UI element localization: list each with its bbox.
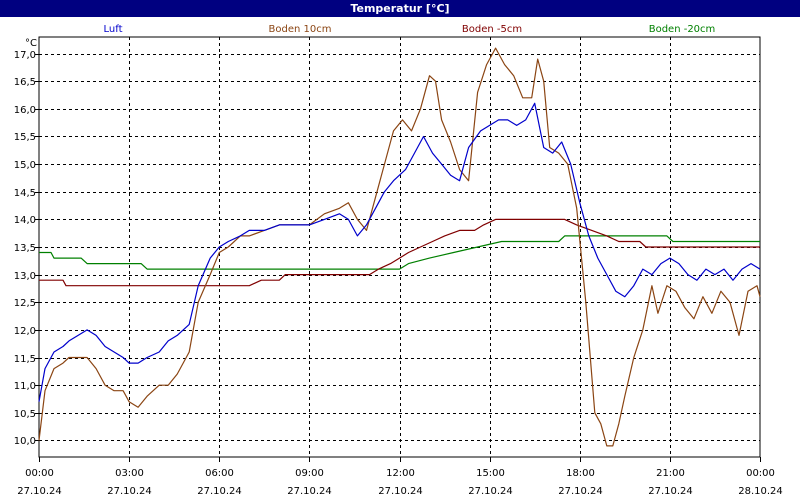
chart-title-bar: Temperatur [°C] [0, 0, 800, 17]
x-tick-time-label: 15:00 [476, 468, 505, 479]
y-tick-label: 10,0 [14, 436, 36, 447]
x-tick-date-label: 27.10.24 [17, 486, 62, 497]
x-tick-time-label: 18:00 [566, 468, 595, 479]
x-tick-date-label: 27.10.24 [197, 486, 242, 497]
series-line-boden-5cm [39, 218, 760, 287]
y-tick-label: 13,5 [14, 243, 36, 254]
x-tick-time-label: 21:00 [656, 468, 685, 479]
x-tick-date-label: 28.10.24 [738, 486, 783, 497]
chart-title: Temperatur [°C] [350, 2, 450, 15]
y-tick-label: 12,0 [14, 326, 36, 337]
y-tick-label: 11,0 [14, 381, 36, 392]
y-tick-label: 12,5 [14, 298, 36, 309]
y-tick-label: 15,0 [14, 160, 36, 171]
x-tick-date-label: 27.10.24 [558, 486, 603, 497]
x-tick-date-label: 27.10.24 [648, 486, 693, 497]
x-tick-date-label: 27.10.24 [468, 486, 513, 497]
series-line-luft [38, 102, 761, 402]
x-tick-time-label: 12:00 [386, 468, 415, 479]
y-tick-label: 16,0 [14, 105, 36, 116]
series-line-boden-10cm [38, 47, 761, 447]
temperature-chart: 10,0 10,5 11,0 11,5 12,0 12,5 13,0 13,5 14,0 14,5… [14, 36, 783, 497]
y-tick-label: 14,0 [14, 215, 36, 226]
y-tick-label: 11,5 [14, 354, 36, 365]
y-tick-label: 14,5 [14, 188, 36, 199]
x-tick-time-label: 00:00 [25, 468, 54, 479]
legend-boden-20cm: Boden -20cm [648, 24, 716, 35]
y-tick-label: 16,5 [14, 77, 36, 88]
x-tick-time-label: 00:00 [746, 468, 775, 479]
legend-boden-10cm: Boden 10cm [268, 24, 332, 35]
x-tick-time-label: 06:00 [205, 468, 234, 479]
y-tick-label: 10,5 [14, 409, 36, 420]
x-tick-date-label: 27.10.24 [378, 486, 423, 497]
x-tick-date-label: 27.10.24 [107, 486, 152, 497]
series-line-boden-20cm [39, 235, 760, 270]
x-tick-time-label: 03:00 [115, 468, 144, 479]
y-tick-label: 17,0 [14, 50, 36, 61]
legend-luft: Luft [103, 24, 123, 35]
y-tick-label: 15,5 [14, 132, 36, 143]
legend-boden-5cm: Boden -5cm [461, 24, 523, 35]
y-unit-label: °C [25, 38, 37, 49]
x-tick-time-label: 09:00 [295, 468, 324, 479]
y-tick-label: 13,0 [14, 271, 36, 282]
x-tick-date-label: 27.10.24 [287, 486, 332, 497]
